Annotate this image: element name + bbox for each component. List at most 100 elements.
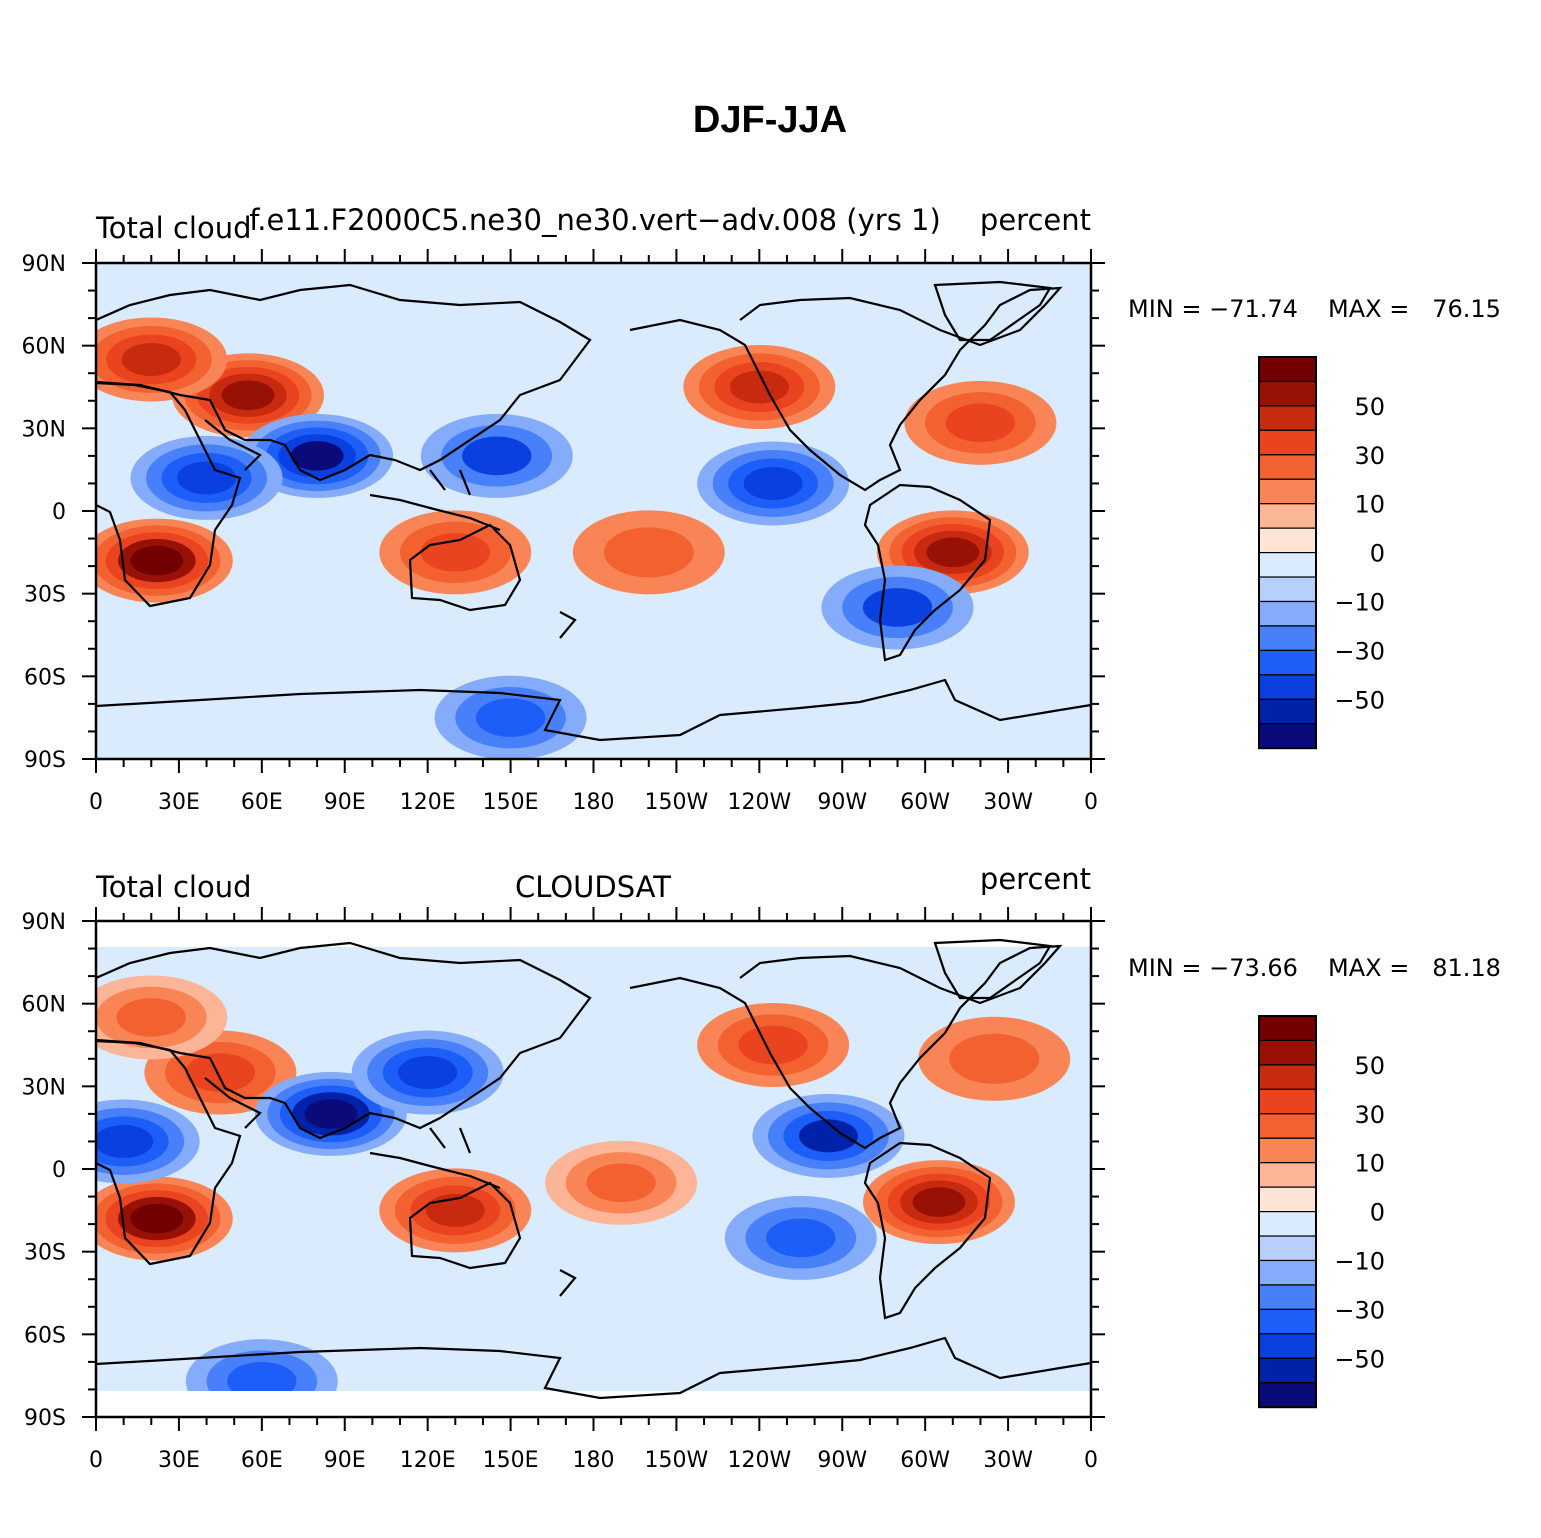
colorbar-swatch bbox=[1258, 1137, 1317, 1164]
coast-eurasia bbox=[95, 941, 592, 1140]
coast-maritime bbox=[369, 1127, 501, 1190]
colorbar-label: 30 bbox=[1354, 1101, 1385, 1129]
anomaly-contour bbox=[96, 1124, 154, 1158]
lat-tick-label: 60N bbox=[22, 335, 66, 360]
anomaly-contour bbox=[221, 380, 275, 411]
colorbar-swatch bbox=[1258, 649, 1317, 676]
coast-greenland bbox=[933, 938, 1052, 1000]
max-label: MAX = 76.15 bbox=[1328, 295, 1501, 323]
lon-tick-label: 150W bbox=[645, 790, 709, 815]
anomaly-contour bbox=[912, 1187, 966, 1217]
lat-tick-label: 60N bbox=[22, 993, 66, 1018]
colorbar-swatch bbox=[1258, 674, 1317, 700]
panel-left-title: Total cloud bbox=[95, 211, 251, 245]
map-background bbox=[96, 263, 1091, 759]
lon-tick-label: 60W bbox=[900, 790, 950, 815]
lat-tick-label: 30N bbox=[22, 1075, 66, 1100]
coast-north-america bbox=[629, 286, 1063, 492]
lat-tick-labels: 90N 60N 30N 0 30S 60S 90S bbox=[22, 252, 66, 773]
colorbar-swatch bbox=[1258, 1382, 1317, 1408]
colorbar-swatch bbox=[1258, 356, 1317, 383]
colorbar-swatch bbox=[1258, 405, 1317, 431]
colorbar-label: −10 bbox=[1334, 589, 1385, 617]
anomaly-contour bbox=[766, 1218, 836, 1258]
lon-tick-label: 0 bbox=[89, 790, 103, 815]
colorbar-label: −10 bbox=[1334, 1248, 1385, 1276]
lon-tick-label: 90W bbox=[817, 790, 867, 815]
panel-left-title: Total cloud bbox=[95, 870, 251, 904]
coast-australia bbox=[408, 1181, 522, 1270]
anomaly-contour bbox=[420, 533, 490, 572]
colorbar-swatch bbox=[1258, 625, 1317, 652]
map-field bbox=[96, 263, 1091, 759]
anomaly-contour bbox=[729, 370, 789, 404]
colorbar-label: 50 bbox=[1354, 1052, 1385, 1080]
lat-tick-label: 0 bbox=[52, 500, 66, 525]
coast-maritime bbox=[369, 469, 501, 532]
anomaly-contour bbox=[945, 403, 1016, 443]
lon-tick-label: 180 bbox=[573, 790, 615, 815]
anomaly-contour bbox=[116, 998, 186, 1037]
anomaly-contour bbox=[949, 1033, 1040, 1084]
colorbar-swatch bbox=[1258, 1235, 1317, 1262]
lon-tick-label: 120E bbox=[400, 1448, 456, 1473]
lon-tick-label: 30E bbox=[158, 790, 200, 815]
lon-tick-label: 150E bbox=[483, 790, 539, 815]
colorbar-label: −30 bbox=[1334, 1296, 1385, 1324]
lon-tick-label: 150W bbox=[645, 1448, 709, 1473]
anomaly-field bbox=[96, 317, 1057, 759]
coast-south-america bbox=[863, 1141, 992, 1320]
colorbar-label: 10 bbox=[1354, 491, 1385, 519]
colorbar-label: 50 bbox=[1354, 393, 1385, 421]
colorbar-label: −50 bbox=[1334, 686, 1385, 714]
coast-south-america bbox=[863, 483, 992, 662]
lat-tick-label: 30N bbox=[22, 417, 66, 442]
colorbar-swatch bbox=[1258, 576, 1317, 603]
panel-cloudsat: Total cloud CLOUDSAT percent 0 30E 60E 90E 1… bbox=[22, 862, 1501, 1473]
coast-antarctica bbox=[96, 678, 1091, 742]
anomaly-contour bbox=[130, 545, 184, 576]
colorbar-label: −50 bbox=[1334, 1345, 1385, 1373]
coast-africa bbox=[96, 381, 242, 608]
lat-tick-label: 0 bbox=[52, 1158, 66, 1183]
anomaly-contour bbox=[798, 1119, 858, 1153]
colorbar-swatch bbox=[1258, 1113, 1317, 1139]
colorbar-swatch bbox=[1258, 454, 1317, 480]
colorbar: 50 30 10 0 −10 −30 −50 bbox=[1258, 356, 1385, 750]
colorbar-swatch bbox=[1258, 1259, 1317, 1286]
panel-center-title: f.e11.F2000C5.ne30_ne30.vert−adv.008 (yr… bbox=[249, 203, 941, 237]
anomaly-contour bbox=[738, 1025, 808, 1065]
colorbar-frame bbox=[1258, 1015, 1317, 1409]
max-label: MAX = 81.18 bbox=[1328, 954, 1501, 982]
lat-tick-label: 30S bbox=[24, 583, 66, 608]
lon-tick-label: 60E bbox=[241, 790, 283, 815]
panel-center-title: CLOUDSAT bbox=[515, 870, 671, 904]
colorbar-label: −30 bbox=[1334, 637, 1385, 665]
lon-tick-label: 120W bbox=[727, 1448, 791, 1473]
colorbar-swatch bbox=[1258, 1308, 1317, 1335]
colorbar-swatch bbox=[1258, 600, 1317, 627]
lon-tick-label: 60E bbox=[241, 1448, 283, 1473]
lon-tick-label: 90E bbox=[324, 1448, 366, 1473]
colorbar-swatch bbox=[1258, 1088, 1317, 1115]
anomaly-contour bbox=[862, 588, 933, 627]
anomaly-contour bbox=[398, 1056, 458, 1090]
coast-greenland bbox=[933, 280, 1052, 342]
colorbar-swatch bbox=[1258, 1186, 1317, 1213]
colorbar-swatch bbox=[1258, 723, 1317, 749]
lat-tick-label: 60S bbox=[24, 1323, 66, 1348]
lon-tick-label: 0 bbox=[89, 1448, 103, 1473]
colorbar-swatch bbox=[1258, 527, 1317, 554]
axis-ticks bbox=[82, 249, 1105, 773]
axis-ticks bbox=[82, 907, 1105, 1431]
lon-tick-label: 30E bbox=[158, 1448, 200, 1473]
lon-tick-label: 90E bbox=[324, 790, 366, 815]
lon-tick-label: 90W bbox=[817, 1448, 867, 1473]
colorbar-swatch bbox=[1258, 698, 1317, 725]
anomaly-contour bbox=[586, 1163, 656, 1203]
anomaly-contour bbox=[743, 466, 803, 500]
colorbar-swatch bbox=[1258, 478, 1317, 505]
anomaly-contour bbox=[462, 436, 532, 476]
lon-tick-label: 30W bbox=[983, 790, 1033, 815]
